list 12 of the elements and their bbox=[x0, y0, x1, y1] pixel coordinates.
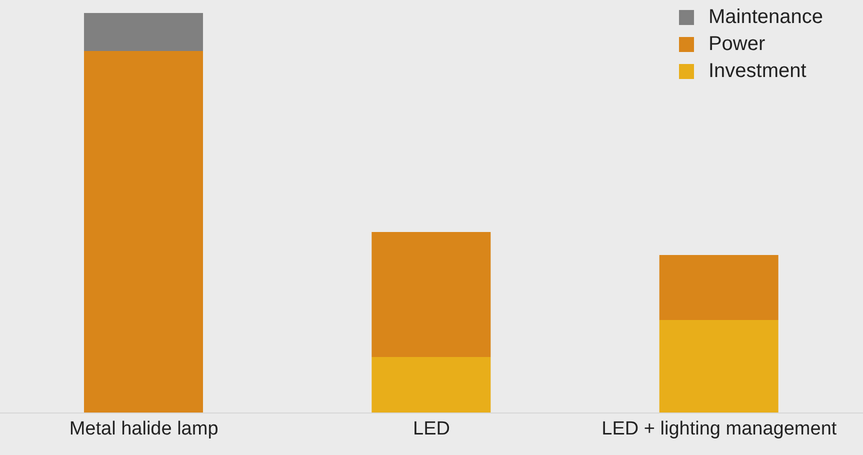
bar bbox=[372, 357, 491, 413]
legend-label: Maintenance bbox=[708, 5, 823, 30]
x-tick-label: Metal halide lamp bbox=[69, 418, 218, 440]
bar bbox=[84, 13, 203, 51]
bar bbox=[84, 51, 203, 413]
bar bbox=[659, 255, 778, 320]
legend-label: Investment bbox=[708, 59, 806, 84]
bar bbox=[372, 232, 491, 357]
x-tick-label: LED + lighting management bbox=[602, 418, 838, 440]
bar bbox=[659, 320, 778, 413]
x-tick-label: LED bbox=[413, 418, 450, 440]
legend-label: Power bbox=[708, 32, 766, 57]
